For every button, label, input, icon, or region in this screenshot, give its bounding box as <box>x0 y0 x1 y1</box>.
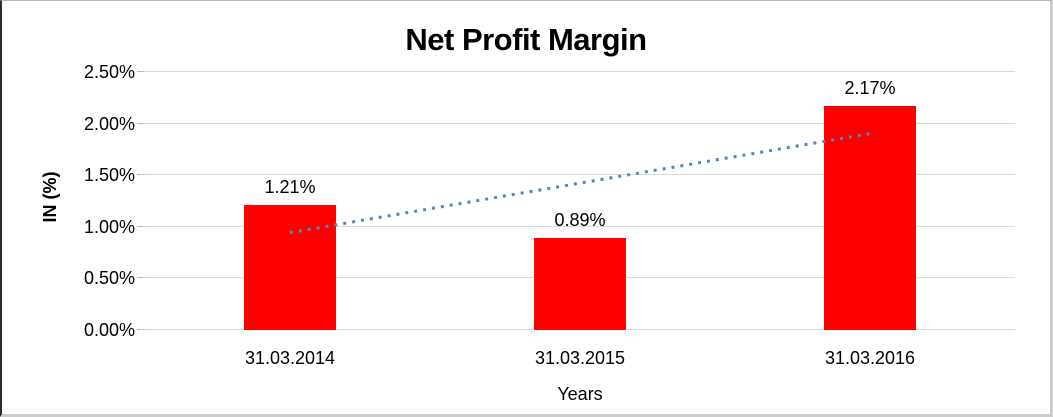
bar-31.03.2014 <box>244 205 336 330</box>
y-tick-label: 2.00% <box>83 113 135 134</box>
y-axis-tick <box>137 122 145 124</box>
bar-value-label: 0.89% <box>554 210 606 231</box>
trendline <box>289 132 871 235</box>
y-tick-label: 0.50% <box>83 268 135 289</box>
chart-title: Net Profit Margin <box>405 22 647 57</box>
y-tick-label: 0.00% <box>83 320 135 340</box>
y-axis-tick <box>137 329 145 330</box>
bar-31.03.2016 <box>824 106 916 330</box>
x-axis-title: Years <box>557 384 603 404</box>
y-axis-tick <box>137 71 145 72</box>
y-axis-tick <box>137 277 145 279</box>
y-tick-label: 2.50% <box>83 62 135 82</box>
bar-value-label: 2.17% <box>844 78 896 99</box>
y-tick-label: 1.50% <box>83 165 135 186</box>
gridline <box>145 174 1015 176</box>
gridline <box>145 71 1015 72</box>
x-tick-label: 31.03.2014 <box>244 348 336 368</box>
bar-value-label: 1.21% <box>264 177 316 198</box>
gridline <box>145 225 1015 227</box>
y-axis-tick <box>137 225 145 227</box>
x-tick-label: 31.03.2015 <box>534 348 626 368</box>
x-tick-label: 31.03.2016 <box>824 348 916 368</box>
gridline <box>145 122 1015 124</box>
y-tick-label: 1.00% <box>83 216 135 237</box>
y-axis-tick <box>137 174 145 176</box>
bar-31.03.2015 <box>534 238 626 330</box>
